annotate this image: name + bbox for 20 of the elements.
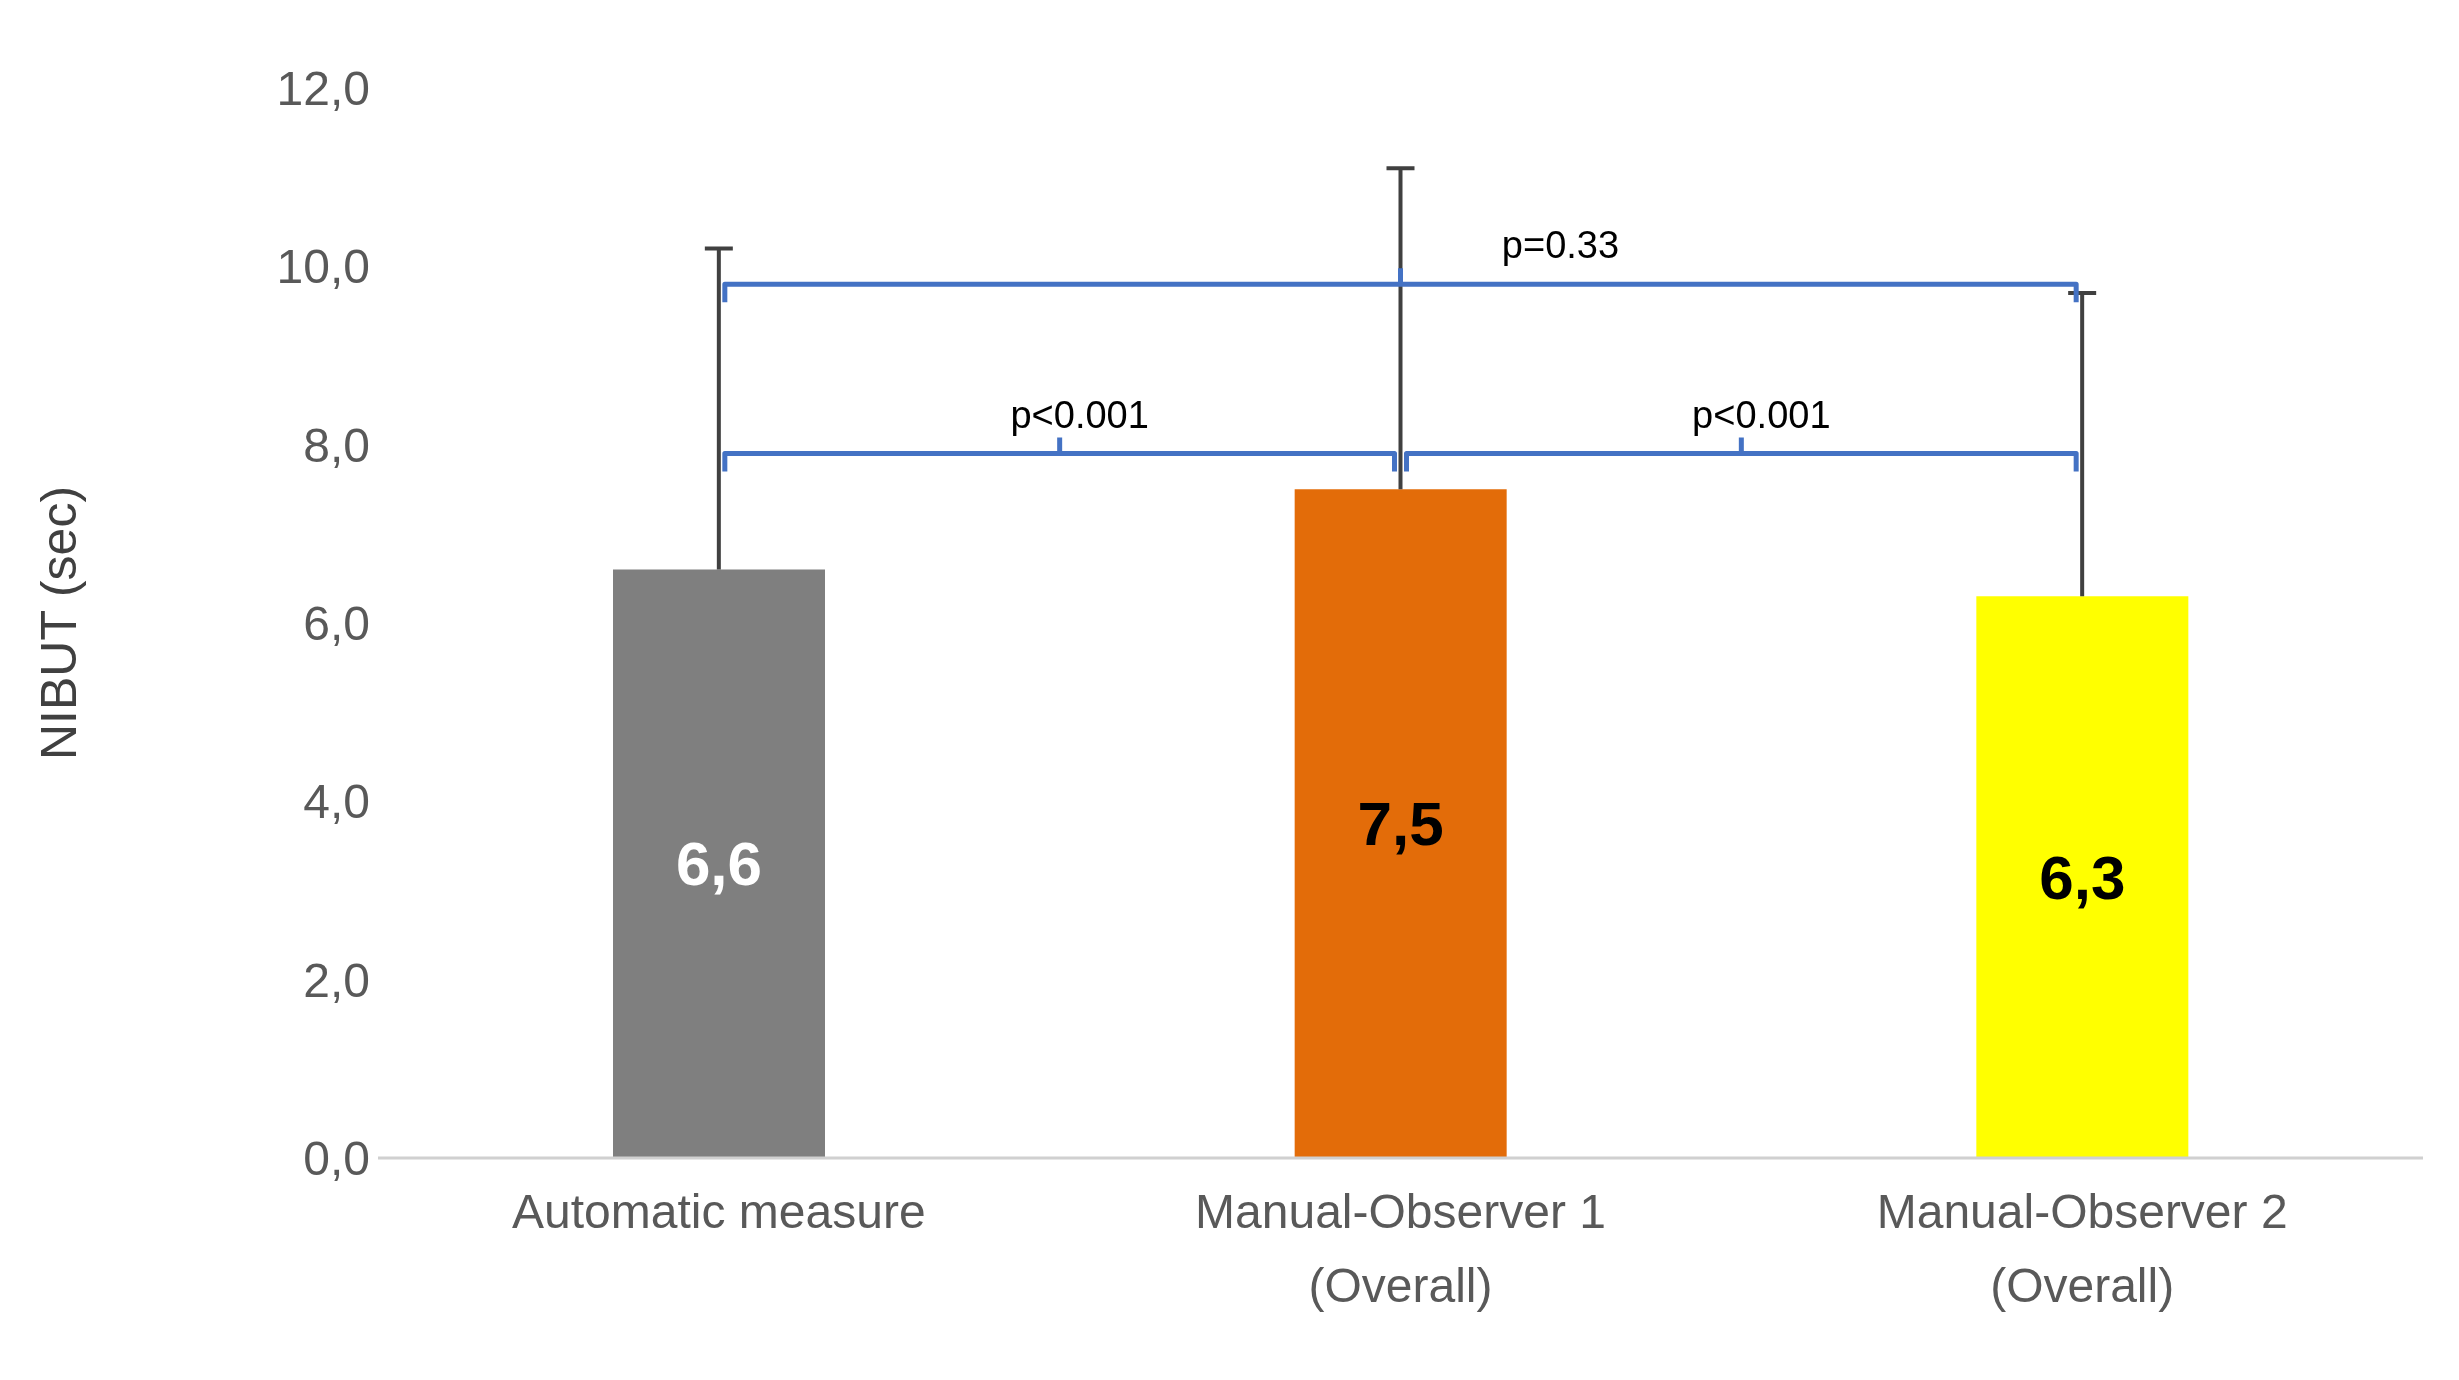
x-tick-label: Manual-Observer 1 (Overall) xyxy=(1195,1185,1606,1312)
annotation: p<0.001 xyxy=(1010,393,1149,436)
bar xyxy=(1294,489,1507,1158)
y-tick-label: 2,0 xyxy=(303,953,370,1007)
annotation: p<0.001 xyxy=(1692,393,1831,436)
y-tick-label: 4,0 xyxy=(303,775,370,829)
y-tick-label: 10,0 xyxy=(276,240,370,294)
y-tick-label: 8,0 xyxy=(303,418,370,472)
x-tick-label: Manual-Observer 2 (Overall) xyxy=(1876,1185,2288,1312)
y-tick-label: 6,0 xyxy=(303,597,370,651)
data-label: 6,3 xyxy=(2039,842,2126,912)
bar xyxy=(613,569,825,1158)
annotation: p=0.33 xyxy=(1501,224,1620,267)
y-tick-label: 12,0 xyxy=(276,62,370,116)
bar xyxy=(1976,596,2189,1158)
y-axis-title: NIBUT (sec) xyxy=(30,485,87,761)
data-label: 6,6 xyxy=(675,829,763,899)
data-label: 7,5 xyxy=(1357,789,1444,859)
x-tick-label: Automatic measure xyxy=(512,1185,926,1238)
y-tick-label: 0,0 xyxy=(303,1132,370,1186)
